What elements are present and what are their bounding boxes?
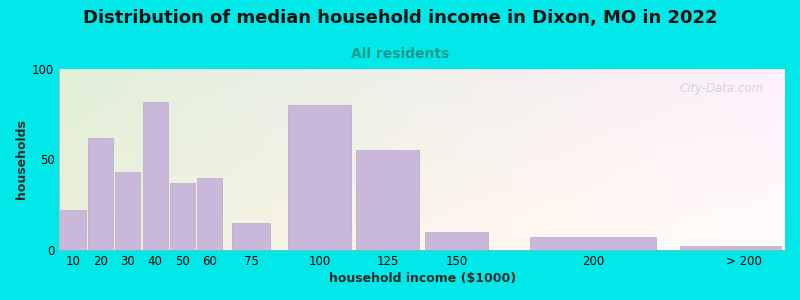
- Y-axis label: households: households: [15, 119, 28, 200]
- Bar: [142, 102, 168, 250]
- Bar: [198, 178, 222, 250]
- Bar: [357, 150, 419, 250]
- Bar: [425, 232, 488, 250]
- Bar: [288, 105, 351, 250]
- Bar: [60, 210, 86, 250]
- X-axis label: household income ($1000): household income ($1000): [329, 272, 516, 285]
- Text: All residents: All residents: [351, 46, 449, 61]
- Text: Distribution of median household income in Dixon, MO in 2022: Distribution of median household income …: [82, 9, 718, 27]
- Bar: [232, 223, 270, 250]
- Text: City-Data.com: City-Data.com: [679, 82, 763, 95]
- Bar: [530, 237, 656, 250]
- Bar: [680, 246, 781, 250]
- Bar: [88, 138, 113, 250]
- Bar: [170, 183, 195, 250]
- Bar: [115, 172, 140, 250]
